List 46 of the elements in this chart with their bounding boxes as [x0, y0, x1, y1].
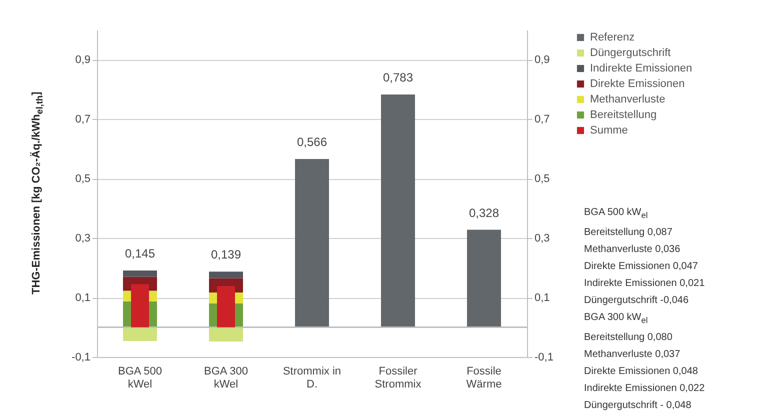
- y2-tick-label: -0,1: [534, 352, 554, 364]
- y-tick-label: 0,9: [75, 54, 90, 66]
- y-tick-label: 0,3: [75, 232, 90, 245]
- y2-tick-label: 0,3: [534, 232, 550, 245]
- legend-label: Summe: [590, 124, 628, 136]
- text: Methanverluste 0,037: [584, 348, 682, 362]
- legend-label: Düngergutschrift: [590, 47, 671, 59]
- y2-tick-label: 0,5: [534, 173, 550, 186]
- text: Düngergutschrift - 0,048: [584, 399, 692, 413]
- legend-label: Methanverluste: [590, 94, 666, 106]
- text: Bereitstellung 0,080: [584, 331, 674, 345]
- y-tick-label: 0,1: [75, 292, 90, 304]
- data-label: 0,139: [210, 248, 242, 262]
- text: Indirekte Emissionen 0,022: [584, 382, 706, 396]
- x-tick-label: BGA 300 kWel: [204, 366, 248, 390]
- x-tick-label: BGA 500 kWel: [118, 366, 162, 390]
- text: Indirekte Emissionen 0,021: [584, 277, 706, 291]
- bar: [381, 94, 415, 328]
- bar: [209, 272, 243, 278]
- text: BGA 500 kW$_{el}$: [584, 206, 649, 222]
- data-label: 0,145: [124, 246, 156, 260]
- y2-tick-label: 0,1: [534, 292, 550, 304]
- legend-label: Referenz: [590, 32, 635, 44]
- bar: [295, 159, 329, 328]
- x-tick-label: Fossile Wärme: [466, 366, 502, 390]
- y-tick-label: 0,7: [75, 114, 90, 126]
- y-tick-label: -0,1: [72, 352, 90, 364]
- bar: [467, 230, 501, 328]
- legend-label: Bereitstellung: [590, 109, 657, 121]
- data-label: 0,328: [468, 206, 500, 220]
- legend-label: Direkte Emissionen: [590, 78, 685, 90]
- data-label: 0,783: [382, 70, 414, 85]
- legend-label: Indirekte Emissionen: [590, 62, 692, 74]
- x-tick-label: Fossiler Strommix: [374, 366, 422, 390]
- y2-tick-label: 0,7: [534, 114, 550, 126]
- text: Methanverluste 0,036: [584, 243, 682, 257]
- text: Bereitstellung 0,087: [584, 226, 674, 240]
- text: Direkte Emissionen 0,048: [584, 365, 699, 379]
- text: BGA 300 kW$_{el}$: [584, 311, 649, 327]
- text: Direkte Emissionen 0,047: [584, 260, 699, 274]
- text: Düngergutschrift -0,046: [584, 294, 690, 308]
- x-tick-label: Strommix in D.: [282, 366, 342, 390]
- y-tick-label: 0,5: [75, 173, 90, 186]
- bar: [123, 270, 157, 277]
- y2-tick-label: 0,9: [534, 54, 550, 66]
- data-label: 0,566: [296, 135, 328, 150]
